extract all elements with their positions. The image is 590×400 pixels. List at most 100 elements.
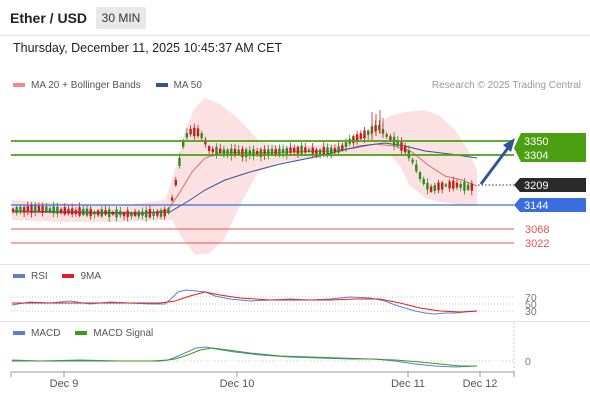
candle-body	[463, 182, 466, 191]
candle-body	[219, 148, 222, 154]
candle-body	[11, 208, 15, 212]
candle-body	[67, 208, 70, 214]
candle-body	[37, 205, 41, 212]
candle-body	[437, 182, 440, 191]
candles	[11, 110, 473, 222]
bollinger-band	[12, 98, 477, 255]
rsi-line	[11, 289, 478, 315]
candle-body	[326, 147, 329, 155]
candle-body	[196, 128, 200, 137]
candle-body	[104, 210, 107, 215]
resistance-tag-bg	[514, 133, 586, 162]
candle-body	[459, 184, 462, 188]
candle-body	[193, 127, 196, 137]
candle-body	[148, 209, 152, 218]
candle-body	[285, 148, 288, 155]
candle-body	[45, 206, 48, 212]
candle-body	[422, 178, 425, 184]
candle-body	[15, 207, 18, 213]
candle-body	[167, 208, 170, 214]
time-label: Dec 9	[50, 378, 79, 390]
candle-body	[415, 164, 418, 172]
legend-label-ma50: MA 50	[173, 80, 202, 91]
candle-body	[100, 209, 103, 217]
candle-body	[96, 210, 100, 216]
legend-item-ma20: MA 20 + Bollinger Bands	[13, 80, 141, 91]
candle-body	[178, 158, 181, 166]
macd-legend: MACD MACD Signal	[13, 328, 165, 339]
timeframe-button[interactable]: 30 MIN	[96, 7, 146, 29]
candle-body	[448, 181, 451, 189]
forecast-arrow-shaft	[479, 147, 510, 185]
forecast-arrow-head	[503, 138, 515, 152]
candle-body	[396, 141, 399, 146]
resistance-2-label: 3304	[524, 150, 548, 162]
macd-signal-line	[12, 347, 477, 367]
legend-label-macd: MACD	[31, 328, 61, 339]
candle-body	[159, 210, 163, 217]
candle-body	[256, 151, 259, 155]
macd-zero-label: 0	[525, 356, 531, 368]
candle-body	[211, 148, 214, 153]
candle-body	[352, 136, 355, 144]
candle-body	[78, 207, 81, 216]
candle-body	[141, 211, 144, 216]
candle-body	[226, 149, 229, 156]
candle-body	[207, 146, 211, 151]
rsi-9ma-line	[12, 291, 478, 313]
pivot-tag-bg	[514, 198, 586, 212]
candle-body	[330, 147, 333, 155]
candle-body	[452, 180, 455, 189]
price-levels: 3350 3304 3209 3144 3068 3022	[11, 133, 586, 250]
candle-body	[34, 205, 37, 213]
candle-body	[170, 197, 174, 201]
legend-item-macd: MACD	[13, 328, 60, 339]
candle-body	[200, 133, 203, 139]
ma50-swatch	[155, 83, 168, 88]
candle-body	[304, 147, 307, 153]
candle-body	[244, 149, 248, 158]
legend-label-rsi: RSI	[31, 271, 48, 282]
candle-body	[19, 206, 22, 213]
resistance-1-label: 3350	[524, 136, 548, 148]
candle-body	[367, 130, 370, 135]
candle-body	[63, 207, 66, 215]
rsi-level-label: 30	[525, 306, 537, 318]
candle-body	[311, 147, 314, 154]
candle-body	[267, 149, 270, 156]
ma20-swatch	[13, 83, 25, 88]
timestamp: Thursday, December 11, 2025 10:45:37 AM …	[13, 41, 283, 55]
candle-body	[315, 149, 318, 155]
candle-body	[185, 133, 189, 138]
time-label: Dec 11	[391, 378, 425, 390]
candle-body	[204, 139, 207, 145]
candle-body	[230, 148, 233, 156]
rsi-legend: RSI 9MA	[13, 271, 113, 282]
candle-body	[359, 133, 362, 139]
last-price-tag-bg	[514, 178, 586, 192]
candle-body	[163, 209, 166, 217]
rsi-level-label: 70	[525, 292, 537, 304]
candle-body	[355, 134, 359, 141]
candle-body	[241, 148, 244, 157]
candle-body	[215, 146, 218, 155]
candle-body	[289, 147, 292, 153]
rsi-divider	[0, 264, 590, 265]
candle-body	[182, 140, 185, 147]
candle-body	[341, 145, 344, 151]
support-2-label: 3022	[525, 238, 549, 250]
candle-body	[278, 148, 281, 155]
candle-body	[133, 211, 137, 216]
candle-body	[263, 149, 266, 156]
candle-body	[318, 149, 322, 156]
legend-label-macd-signal: MACD Signal	[93, 328, 154, 339]
candle-body	[411, 159, 414, 163]
resistance-tags: 3350 3304	[514, 133, 586, 162]
candle-body	[404, 146, 407, 153]
candle-body	[300, 145, 303, 154]
candle-body	[59, 209, 63, 213]
9ma-swatch	[62, 274, 75, 279]
candle-body	[248, 150, 251, 155]
